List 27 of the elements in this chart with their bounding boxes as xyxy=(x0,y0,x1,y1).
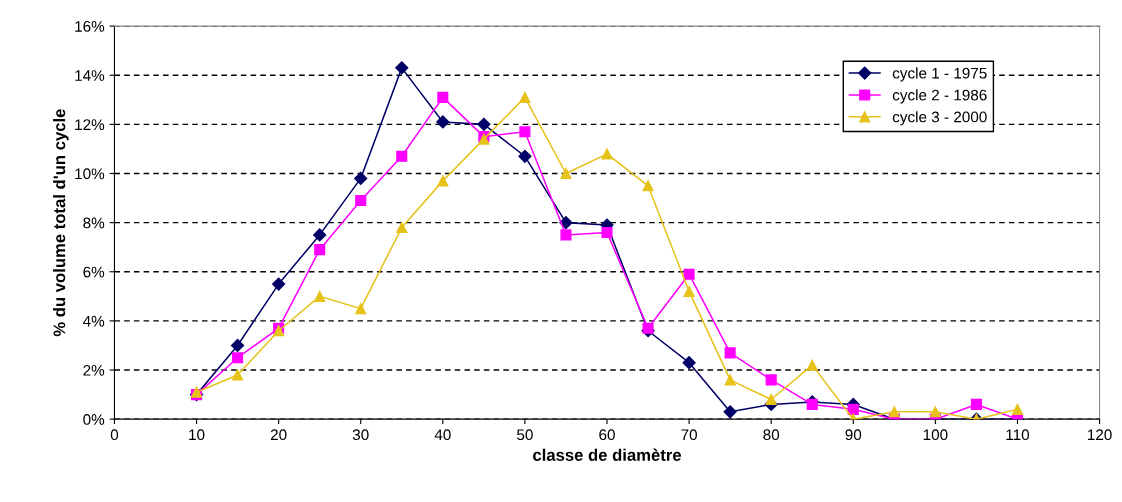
y-tick-label: 16% xyxy=(75,20,105,32)
x-tick-label: 50 xyxy=(517,429,533,441)
x-tick-label: 20 xyxy=(270,429,287,441)
legend-label: cycle 3 - 2000 xyxy=(892,111,987,126)
x-tick-label: 80 xyxy=(763,429,780,441)
legend-label: cycle 1 - 1975 xyxy=(892,67,987,82)
y-axis-title: % du volume total d'un cycle xyxy=(53,109,69,337)
x-tick-label: 40 xyxy=(434,429,451,441)
y-tick-label: 12% xyxy=(75,119,105,130)
x-tick-label: 30 xyxy=(352,429,369,441)
x-tick-label: 100 xyxy=(923,429,948,441)
x-tick-label: 120 xyxy=(1087,429,1112,441)
x-tick-label: 60 xyxy=(599,429,615,441)
x-axis-title: classe de diamètre xyxy=(533,448,682,461)
x-tick-label: 90 xyxy=(845,429,862,441)
x-tick-label: 0 xyxy=(110,429,119,441)
y-tick-label: 10% xyxy=(75,168,105,180)
y-tick-label: 6% xyxy=(83,266,105,278)
x-tick-label: 10 xyxy=(189,429,205,441)
y-tick-label: 14% xyxy=(75,70,105,81)
y-tick-label: 2% xyxy=(83,364,105,376)
y-tick-label: 0% xyxy=(83,414,105,425)
x-tick-label: 110 xyxy=(1006,429,1030,441)
legend-label: cycle 2 - 1986 xyxy=(892,89,987,104)
y-tick-label: 4% xyxy=(82,315,105,327)
y-tick-label: 8% xyxy=(83,217,105,229)
x-tick-label: 70 xyxy=(681,429,697,441)
